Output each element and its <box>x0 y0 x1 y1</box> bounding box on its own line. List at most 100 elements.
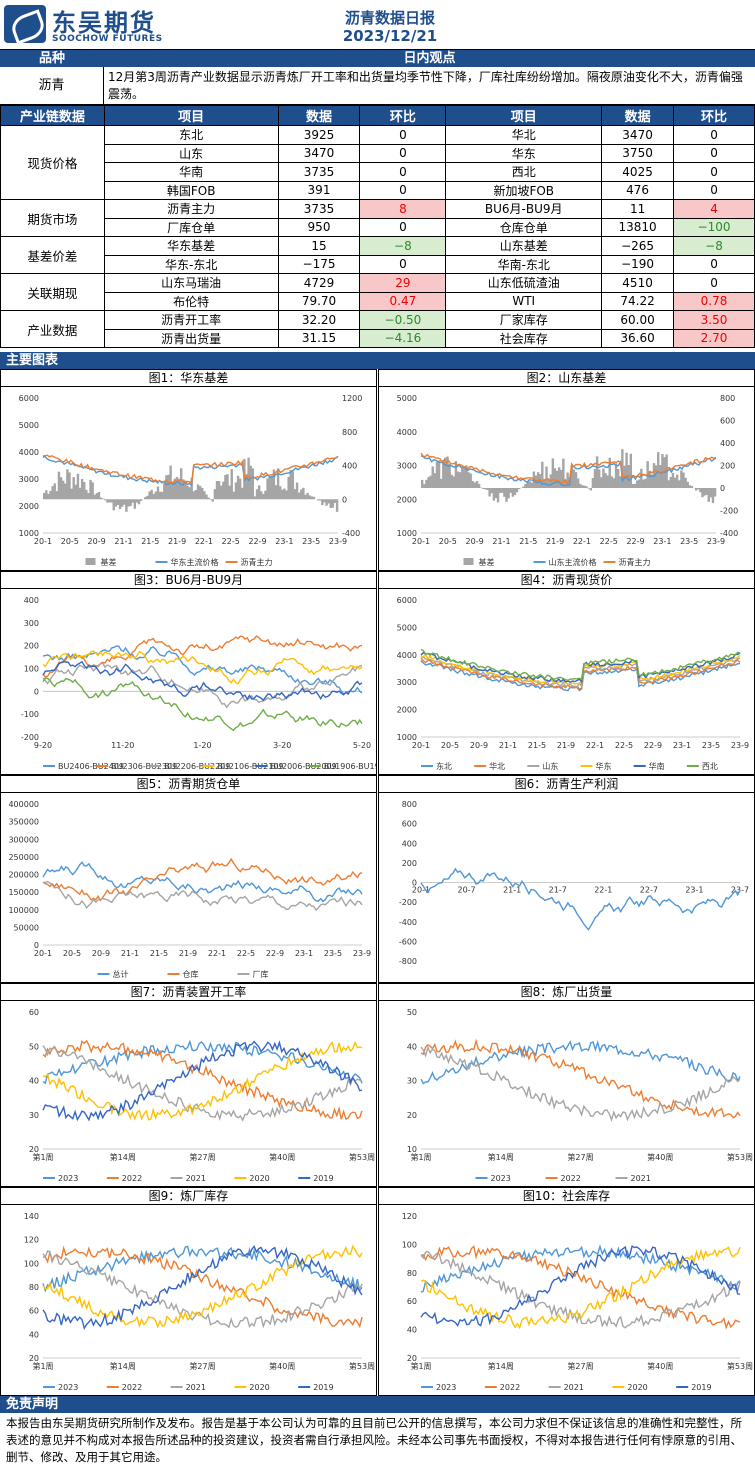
value-cell: 79.70 <box>277 291 361 311</box>
change-cell: 0 <box>673 125 755 145</box>
table-header-cell: 环比 <box>673 105 755 126</box>
series-line <box>42 650 363 685</box>
legend-label: BU2006-BU2009 <box>271 762 337 771</box>
x-tick-label: 23-1 <box>275 537 293 546</box>
table-row: 现货价格 东北 3925 0 华北 3470 0 <box>0 125 755 200</box>
y-tick-label: 200 <box>24 642 39 651</box>
value-cell: 4729 <box>277 273 361 293</box>
x-tick-label: 23-1 <box>653 537 671 546</box>
chart-panel-c9: 图9：炼厂库存 140 120 100 80 60 40 20 第1周 第14周 第27周 第40周 第… <box>0 1187 377 1396</box>
x-tick-label: 21-5 <box>528 741 546 750</box>
y-tick-label: 200 <box>402 859 417 868</box>
chart-panel-c3: 图3：BU6月-BU9月 400 300 200 100 0 -100 -200 9-20 11-… <box>0 571 377 775</box>
series-line <box>43 880 363 912</box>
y-tick-label: 4000 <box>397 651 417 660</box>
change-cell: 0 <box>359 217 447 237</box>
x-tick-label: 22-1 <box>195 537 213 546</box>
change-cell: 0 <box>673 143 755 163</box>
value-cell: −265 <box>601 236 675 256</box>
legend-label: 基差 <box>101 557 117 567</box>
x-tick-label: 20-9 <box>466 537 484 546</box>
legend-label: 2023 <box>58 1383 78 1392</box>
series-line <box>420 1245 741 1330</box>
y2-tick-label: 200 <box>720 462 735 471</box>
chart-panel-c2: 图2：山东基差 5000 4000 3000 2000 1000 800 600 400 200 0… <box>378 369 755 571</box>
y-tick-label: -200 <box>399 898 417 907</box>
y-tick-label: 800 <box>402 800 417 809</box>
item-cell: BU6月-BU9月 <box>445 199 603 219</box>
y-tick-label: 1000 <box>19 529 39 538</box>
y-tick-label: 3000 <box>397 678 417 687</box>
x-tick-label: 22-5 <box>222 537 240 546</box>
x-tick-label: 20-1 <box>34 537 52 546</box>
legend-label: 2021 <box>564 1383 584 1392</box>
series-line <box>42 645 363 695</box>
series-line <box>42 677 363 732</box>
logo-cn: 东吴期货 <box>52 9 156 37</box>
item-cell: 华东-东北 <box>103 254 279 274</box>
y-tick-label: 1000 <box>397 733 417 742</box>
value-cell: 3470 <box>277 143 361 163</box>
y-tick-label: 300 <box>24 619 39 628</box>
item-cell: 华北 <box>445 125 603 145</box>
legend-label: 2023 <box>436 1383 456 1392</box>
change-cell: 0 <box>359 180 447 200</box>
series-line <box>420 657 741 690</box>
change-cell: 0 <box>673 162 755 182</box>
y-tick-label: 30 <box>29 1111 39 1120</box>
table-row: 山东 3470 0 华东 3750 0 <box>1 143 755 163</box>
y2-tick-label: 400 <box>720 439 735 448</box>
table-header-cell: 数据 <box>601 105 675 126</box>
charts-bar: 主要图表 <box>0 352 755 369</box>
y-tick-label: 80 <box>29 1283 39 1292</box>
chart-title: 图8：炼厂出货量 <box>379 984 754 1001</box>
change-cell: 0 <box>359 162 447 182</box>
chart-panel-c8: 图8：炼厂出货量 50 40 30 20 10 第1周 第14周 第27周 第40周 第53周 202… <box>378 983 755 1187</box>
chart-c3: 400 300 200 100 0 -100 -2009-20 11-20 1-20 3-20 5-… <box>21 596 376 771</box>
chart-c5: 400000 350000 300000 250000 200000 150000 1000… <box>8 800 371 979</box>
change-cell: 0 <box>359 254 447 274</box>
series-line <box>42 455 339 487</box>
series-line <box>42 1244 363 1329</box>
chart-title: 图2：山东基差 <box>379 370 754 387</box>
item-cell: 仓库仓单 <box>445 217 603 237</box>
chart-title: 图4：沥青现货价 <box>379 572 754 589</box>
legend-label: 东北 <box>436 761 452 771</box>
table-row: 韩国FOB 391 0 新加坡FOB 476 0 <box>1 180 755 200</box>
x-tick-label: 21-5 <box>519 537 537 546</box>
series-line <box>420 1246 741 1330</box>
report-date: 2023/12/21 <box>342 27 438 45</box>
series-line <box>420 648 741 682</box>
chart-title: 图3：BU6月-BU9月 <box>1 572 376 589</box>
legend-label: 2019 <box>313 1383 333 1392</box>
change-cell: −8 <box>673 236 755 256</box>
y-tick-label: 5000 <box>397 623 417 632</box>
legend-label: 沥青主力 <box>619 557 651 567</box>
value-cell: 3925 <box>277 125 361 145</box>
legend-label: 厂库 <box>253 969 269 979</box>
x-tick-label: 22-1 <box>586 741 604 750</box>
y2-tick-label: 0 <box>720 484 725 493</box>
item-cell: 西北 <box>445 162 603 182</box>
item-cell: 社会库存 <box>445 328 603 348</box>
change-cell: 0 <box>673 254 755 274</box>
legend-swatch <box>463 558 474 565</box>
series-line <box>42 635 363 678</box>
x-tick-label: 第27周 <box>189 1152 215 1162</box>
value-cell: 60.00 <box>601 310 675 330</box>
x-tick-label: 21-1 <box>114 537 132 546</box>
chart-panel-c1: 图1：华东基差 6000 5000 4000 3000 2000 1000 1200 800 40… <box>0 369 377 571</box>
x-tick-label: 20-5 <box>441 741 459 750</box>
legend-label: BU2406-BU2409 <box>58 762 124 771</box>
y2-tick-label: 800 <box>342 428 357 437</box>
item-cell: 山东低硫渣油 <box>445 273 603 293</box>
series-line <box>42 857 363 902</box>
table-row: 华东-东北 −175 0 华南-东北 −190 0 <box>1 254 755 274</box>
value-cell: 36.60 <box>601 328 675 348</box>
y-tick-label: 400000 <box>8 800 39 809</box>
y-tick-label: -600 <box>399 937 417 946</box>
series-line <box>420 651 741 684</box>
